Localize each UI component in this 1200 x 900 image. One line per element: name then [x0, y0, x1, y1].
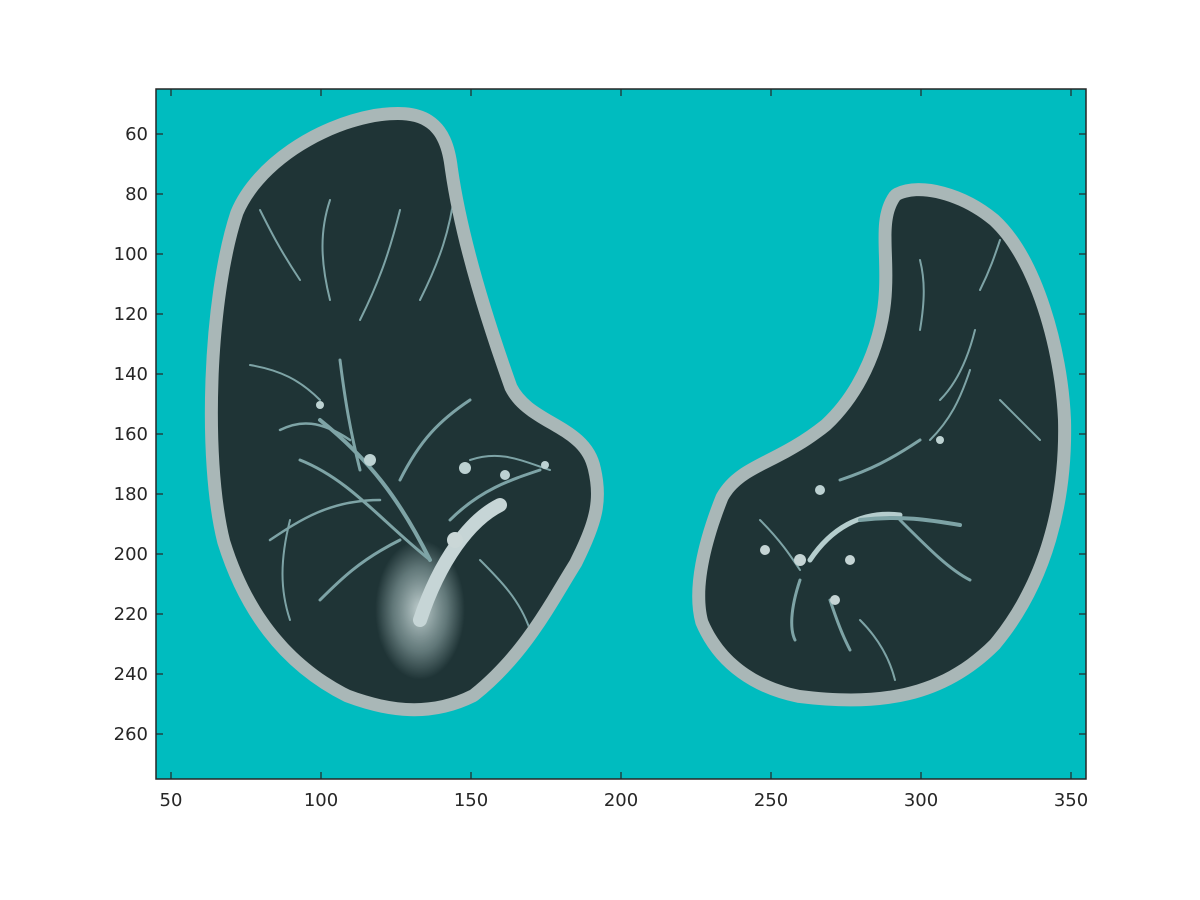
y-tick-label: 220 [114, 604, 148, 625]
x-tick-label: 100 [304, 790, 338, 811]
y-tick-label: 240 [114, 664, 148, 685]
y-tick-label: 160 [114, 424, 148, 445]
y-tick-label: 260 [114, 724, 148, 745]
x-tick-label: 150 [454, 790, 488, 811]
left-lung-vessels [249, 189, 551, 680]
x-tick-label: 200 [604, 790, 638, 811]
x-tick-label: 50 [160, 790, 183, 811]
x-tick-label: 300 [904, 790, 938, 811]
y-tick-label: 80 [125, 184, 148, 205]
y-tick-label: 140 [114, 364, 148, 385]
y-tick-label: 180 [114, 484, 148, 505]
ct-image [156, 89, 1086, 779]
left-lung [204, 106, 604, 717]
y-tick-label: 120 [114, 304, 148, 325]
x-tick-label: 250 [754, 790, 788, 811]
x-axis-ticks: 50 100 150 200 250 300 350 [160, 89, 1088, 811]
y-tick-label: 200 [114, 544, 148, 565]
right-lung [692, 183, 1072, 707]
y-tick-label: 60 [125, 124, 148, 145]
x-tick-label: 350 [1054, 790, 1088, 811]
y-tick-label: 100 [114, 244, 148, 265]
y-axis-ticks: 60 80 100 120 140 160 180 200 220 240 260 [114, 124, 1086, 745]
right-lung-vessels [759, 239, 1041, 681]
